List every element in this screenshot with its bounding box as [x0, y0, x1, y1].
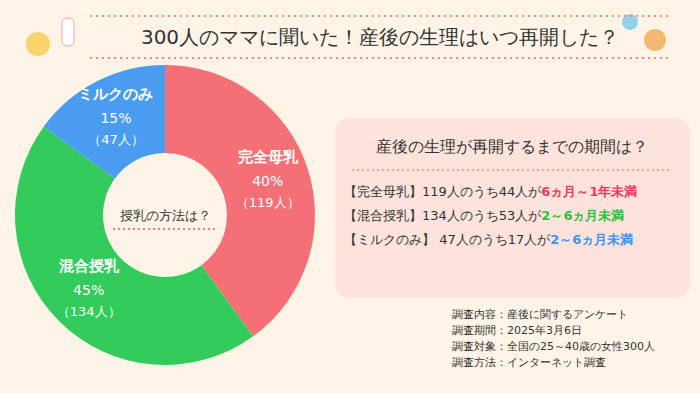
center-label: 授乳の方法は？ — [120, 208, 211, 223]
chart: 300人のママに聞いた！産後の生理はいつ再開した？ 完全母乳 40% （119人） 混合… — [0, 0, 700, 393]
row-text: 134人のうち53人が — [422, 208, 542, 223]
row-period: 2～6ヵ月未満 — [541, 208, 624, 223]
side-panel: 産後の生理が再開するまでの期間は？ 【完全母乳】119人のうち44人が6ヵ月～1年… — [335, 118, 690, 298]
category-label: ミルクのみ — [78, 85, 153, 103]
title-overline — [90, 15, 670, 17]
donut — [15, 65, 315, 365]
notes: 調査内容：産後に関するアンケート調査期間：2025年3月6日調査対象：全国の25… — [452, 308, 655, 369]
category-label: 完全母乳 — [238, 148, 299, 166]
value-label: 40% — [252, 173, 283, 189]
row-text: 119人のうち44人が — [422, 184, 542, 199]
count-label: （47人） — [88, 132, 144, 147]
icon — [62, 18, 74, 46]
row-text: 47人のうち17人が — [435, 232, 551, 247]
note: 調査方法：インターネット調査 — [452, 356, 606, 369]
note: 調査期間：2025年3月6日 — [452, 324, 582, 337]
category-label: 混合授乳 — [58, 257, 120, 275]
center-underline — [113, 228, 217, 230]
background — [0, 0, 700, 393]
row-label: 【ミルクのみ】 — [344, 232, 435, 247]
row-period: 6ヵ月～1年未満 — [541, 184, 637, 199]
count-label: （119人） — [236, 195, 300, 210]
title: 300人のママに聞いた！産後の生理はいつ再開した？ — [141, 25, 619, 49]
count-label: （134人） — [57, 304, 121, 319]
decoration — [26, 14, 666, 56]
note: 調査内容：産後に関するアンケート — [452, 308, 628, 321]
panel-box — [335, 118, 690, 298]
note: 調査対象：全国の25～40歳の女性300人 — [452, 340, 655, 353]
panel-row: 【ミルクのみ】 47人のうち17人が2～6ヵ月未満 — [344, 232, 633, 247]
icon — [26, 32, 50, 56]
row-label: 【完全母乳】 — [344, 184, 422, 199]
panel-underline — [352, 169, 672, 171]
row-label: 【混合授乳】 — [344, 208, 422, 223]
slice — [44, 65, 165, 179]
value-label: 15% — [100, 110, 131, 126]
panel-row: 【混合授乳】134人のうち53人が2～6ヵ月未満 — [344, 208, 624, 223]
slice — [15, 127, 253, 365]
icon — [644, 29, 666, 51]
slice-labels: 完全母乳 40% （119人） 混合授乳 45% （134人） ミルクのみ 15% （47人） — [57, 85, 300, 320]
row-period: 2～6ヵ月未満 — [550, 232, 633, 247]
panel-title: 産後の生理が再開するまでの期間は？ — [376, 137, 648, 156]
title-underline — [90, 57, 670, 59]
panel-row: 【完全母乳】119人のうち44人が6ヵ月～1年未満 — [344, 184, 637, 199]
value-label: 45% — [73, 282, 104, 298]
